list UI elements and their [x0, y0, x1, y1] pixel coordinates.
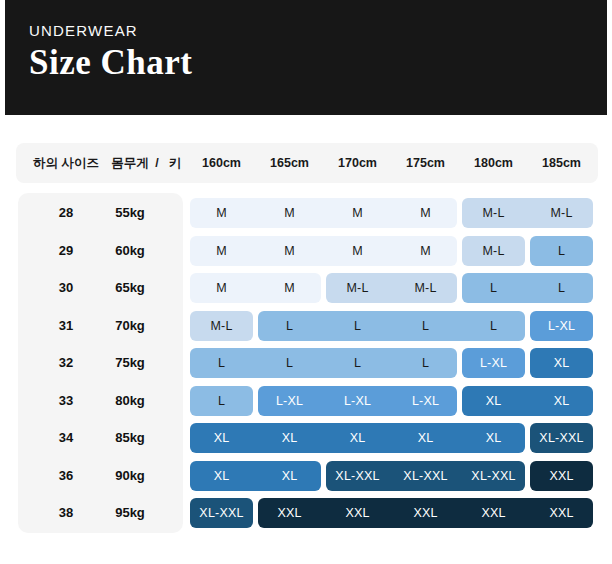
- size-cell-group: L-XL: [530, 311, 593, 341]
- size-cell-group: XLXL: [462, 386, 593, 416]
- size-cell-group: XL-XXL: [190, 498, 253, 528]
- size-cell: XL: [462, 423, 525, 453]
- size-cell: M-L: [462, 236, 525, 266]
- size-cell-group: XL-XXL: [530, 423, 593, 453]
- size-cell: M: [258, 273, 321, 303]
- size-cell: L-XL: [462, 348, 525, 378]
- row-size-label: 30: [36, 273, 96, 303]
- size-cell-group: MMMM: [190, 236, 457, 266]
- size-cell: L: [258, 311, 321, 341]
- size-cell-group: M-LM-L: [326, 273, 457, 303]
- size-cell-group: LLLL: [190, 348, 457, 378]
- size-cell-group: XXLXXLXXLXXLXXL: [258, 498, 593, 528]
- row-size-label: 29: [36, 236, 96, 266]
- size-cell: XL-XXL: [462, 461, 525, 491]
- size-cell: XL: [258, 423, 321, 453]
- size-cell: L-XL: [394, 386, 457, 416]
- size-cell: XXL: [530, 461, 593, 491]
- size-cell: XXL: [258, 498, 321, 528]
- row-size-label: 36: [36, 461, 96, 491]
- size-cell: M: [258, 198, 321, 228]
- row-weight-label: 65kg: [100, 273, 160, 303]
- row-size-label: 34: [36, 423, 96, 453]
- size-cell: XL-XXL: [190, 498, 253, 528]
- row-size-label: 31: [36, 311, 96, 341]
- row-weight-label: 75kg: [100, 348, 160, 378]
- size-cell: L: [190, 386, 253, 416]
- size-cell-group: LL: [462, 273, 593, 303]
- size-cell: XL: [394, 423, 457, 453]
- size-cell: M: [190, 236, 253, 266]
- size-cell: M-L: [462, 198, 525, 228]
- size-cell-group: XLXL: [190, 461, 321, 491]
- row-weight-label: 85kg: [100, 423, 160, 453]
- size-cell: XXL: [530, 498, 593, 528]
- size-cell-group: M-L: [190, 311, 253, 341]
- size-cell: L: [394, 348, 457, 378]
- row-size-label: 32: [36, 348, 96, 378]
- row-weight-label: 90kg: [100, 461, 160, 491]
- size-cell: M-L: [394, 273, 457, 303]
- size-cell: XL-XXL: [326, 461, 389, 491]
- row-weight-label: 95kg: [100, 498, 160, 528]
- size-cell-group: XXL: [530, 461, 593, 491]
- row-weight-label: 80kg: [100, 386, 160, 416]
- row-weight-label: 70kg: [100, 311, 160, 341]
- size-cell-group: M-LM-L: [462, 198, 593, 228]
- size-cell-group: L: [190, 386, 253, 416]
- size-cell: M-L: [530, 198, 593, 228]
- size-cell: XXL: [326, 498, 389, 528]
- size-cell: XL: [190, 423, 253, 453]
- size-cell: M: [394, 198, 457, 228]
- size-cell: L: [326, 348, 389, 378]
- size-cell-group: XL: [530, 348, 593, 378]
- size-cell: XXL: [462, 498, 525, 528]
- size-cell: M: [326, 198, 389, 228]
- size-cell: L: [530, 273, 593, 303]
- size-cell: XL-XXL: [394, 461, 457, 491]
- size-cell: L: [394, 311, 457, 341]
- size-cell-group: XLXLXLXLXL: [190, 423, 525, 453]
- size-cell: XL-XXL: [530, 423, 593, 453]
- size-cell: M-L: [326, 273, 389, 303]
- size-cell: L: [258, 348, 321, 378]
- row-weight-label: 60kg: [100, 236, 160, 266]
- size-cell: L: [462, 273, 525, 303]
- size-cell: M: [190, 198, 253, 228]
- row-size-label: 33: [36, 386, 96, 416]
- size-cell: M-L: [190, 311, 253, 341]
- size-cell: XL: [530, 348, 593, 378]
- size-cell: XL: [190, 461, 253, 491]
- size-cell: XL: [326, 423, 389, 453]
- size-cell: XL: [258, 461, 321, 491]
- size-cell: L: [190, 348, 253, 378]
- size-cell: M: [190, 273, 253, 303]
- size-cell: M: [326, 236, 389, 266]
- size-cell-group: L-XLL-XLL-XL: [258, 386, 457, 416]
- size-cell-group: MMMM: [190, 198, 457, 228]
- row-size-label: 38: [36, 498, 96, 528]
- size-cell: L-XL: [326, 386, 389, 416]
- size-cell: L-XL: [530, 311, 593, 341]
- size-cell: XXL: [394, 498, 457, 528]
- size-cell: L: [462, 311, 525, 341]
- size-cell: L: [326, 311, 389, 341]
- row-size-label: 28: [36, 198, 96, 228]
- size-cell-group: LLLL: [258, 311, 525, 341]
- size-cell-group: M-L: [462, 236, 525, 266]
- size-cell-group: L: [530, 236, 593, 266]
- size-cell-group: MM: [190, 273, 321, 303]
- size-cell: L-XL: [258, 386, 321, 416]
- size-cell: XL: [530, 386, 593, 416]
- size-cell-group: XL-XXLXL-XXLXL-XXL: [326, 461, 525, 491]
- row-weight-label: 55kg: [100, 198, 160, 228]
- table-body: 2855kgMMMMM-LM-L2960kgMMMMM-LL3065kgMMM-…: [0, 0, 612, 564]
- size-cell: L: [530, 236, 593, 266]
- size-cell: M: [258, 236, 321, 266]
- size-cell: XL: [462, 386, 525, 416]
- size-cell-group: L-XL: [462, 348, 525, 378]
- size-cell: M: [394, 236, 457, 266]
